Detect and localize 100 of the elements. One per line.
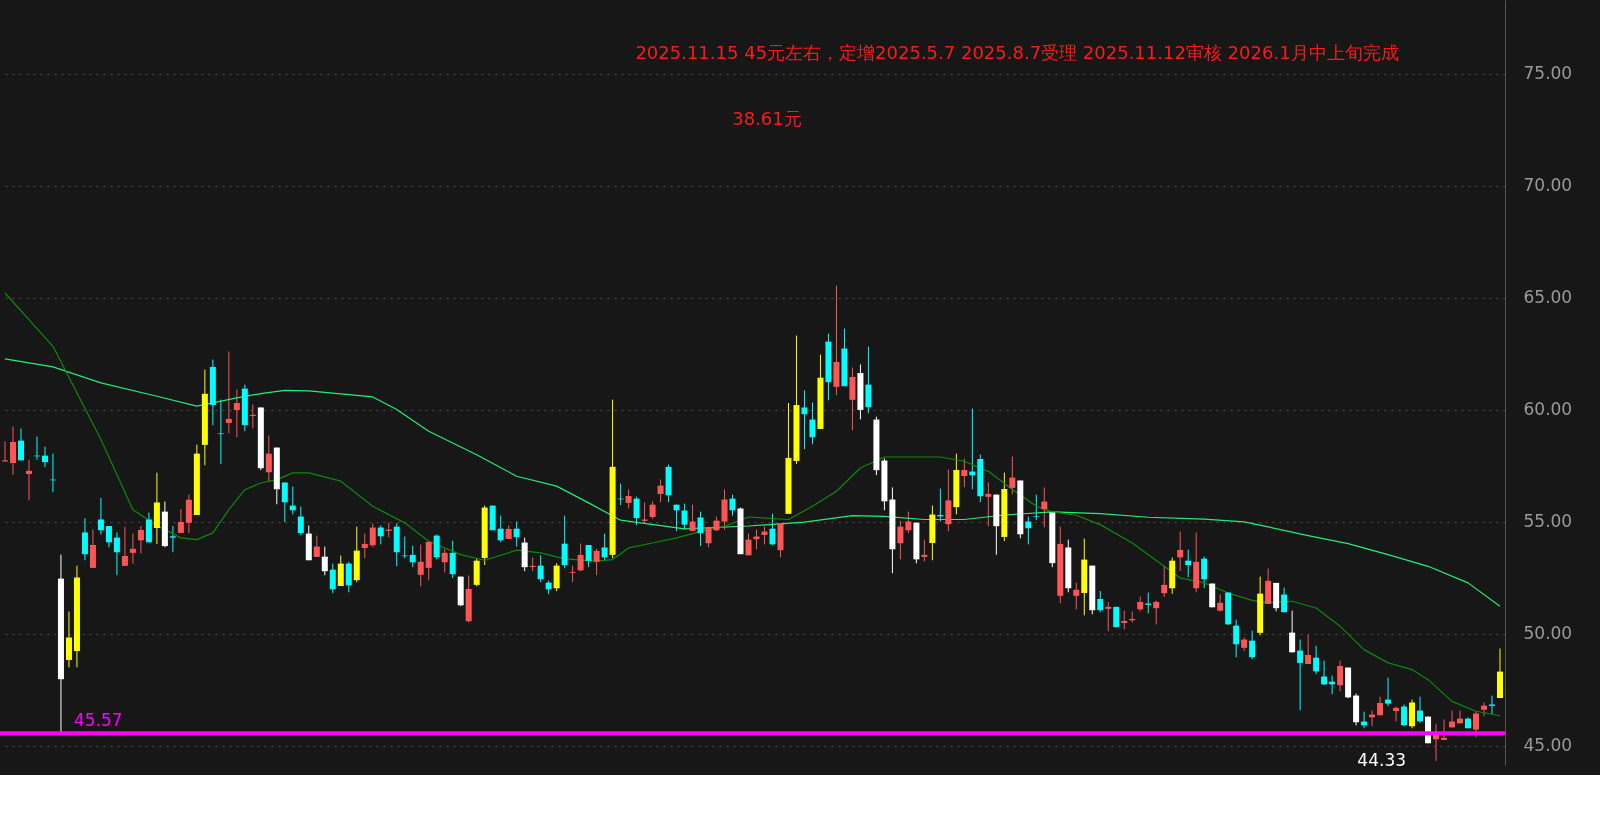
annotation: 2025.11.15 45元左右，定增2025.5.7 2025.8.7受理 2025.11.12审核 2026.1月中上旬完成 [635, 42, 1399, 63]
candlestick [409, 545, 416, 568]
candlestick [1441, 719, 1448, 741]
candlestick [1145, 592, 1152, 614]
candlestick [601, 533, 608, 561]
y-tick-label: 55.00 [1523, 511, 1573, 532]
candlestick [681, 503, 688, 531]
candlestick [865, 346, 872, 414]
candlestick [1105, 601, 1112, 632]
candlestick [281, 482, 288, 523]
candlestick [417, 544, 424, 587]
candlestick [361, 533, 368, 559]
candlestick [849, 367, 856, 431]
candlestick [801, 389, 808, 450]
candlestick [897, 520, 904, 560]
candlestick [25, 459, 32, 501]
candlestick [985, 482, 992, 527]
y-tick-label: 65.00 [1523, 287, 1573, 308]
candlestick [449, 540, 456, 579]
y-tick-label: 45.00 [1523, 735, 1573, 756]
candlestick [1009, 456, 1016, 495]
candlestick [89, 529, 96, 569]
candlestick [17, 428, 24, 461]
candlestick [113, 531, 120, 576]
candlestick [1313, 645, 1320, 675]
candlestick [225, 350, 232, 434]
candlestick [921, 539, 928, 562]
ref-line-label: 45.57 [74, 710, 123, 731]
candlestick [1233, 619, 1240, 658]
candlestick [233, 389, 240, 438]
candlestick [1161, 565, 1168, 598]
candlestick [433, 533, 440, 560]
candlestick [185, 494, 192, 534]
candlestick [721, 488, 728, 531]
candlestick [9, 426, 16, 476]
candlestick [265, 434, 272, 482]
y-tick-label: 70.00 [1523, 175, 1573, 196]
candlestick [97, 497, 104, 535]
candlestick [81, 517, 88, 561]
candlestick [1025, 516, 1032, 545]
candlestick [1281, 587, 1288, 613]
candlestick [1289, 610, 1296, 653]
candlestick [1041, 486, 1048, 528]
candlestick [657, 479, 664, 503]
candlestick [537, 554, 544, 583]
candlestick [65, 611, 72, 668]
candlestick [129, 533, 136, 565]
candlestick [345, 561, 352, 593]
candlestick [497, 515, 504, 543]
candlestick [1473, 711, 1480, 738]
candlestick [1409, 699, 1416, 729]
candlestick [313, 535, 320, 558]
candlestick [1073, 582, 1080, 610]
candlestick [337, 555, 344, 587]
candlestick [1385, 677, 1392, 707]
candlestick [1153, 600, 1160, 625]
candlestick [217, 399, 224, 465]
annotation: 38.61元 [732, 108, 802, 129]
candlestick [1481, 702, 1488, 717]
candlestick [553, 562, 560, 592]
candlestick [513, 521, 520, 548]
candlestick [137, 525, 144, 554]
candlestick [945, 469, 952, 532]
candlestick [441, 548, 448, 573]
y-tick-label: 75.00 [1523, 63, 1573, 84]
candlestick [593, 548, 600, 576]
candlestick [1337, 660, 1344, 692]
candlestick [1097, 590, 1104, 613]
candlestick [697, 511, 704, 547]
candlestick [1121, 610, 1128, 630]
candlestick [41, 446, 48, 468]
y-tick-label: 50.00 [1523, 623, 1573, 644]
candlestick [121, 526, 128, 567]
candlestick [809, 402, 816, 445]
candlestick [377, 525, 384, 545]
candlestick [633, 496, 640, 526]
annotation: 44.33 [1357, 749, 1407, 770]
candlestick [1201, 556, 1208, 589]
candlestick [321, 546, 328, 576]
candlestick [1177, 531, 1184, 572]
candlestick [961, 458, 968, 488]
candlestick [641, 501, 648, 524]
candlestick [905, 511, 912, 534]
candlestick [1417, 696, 1424, 724]
candlestick [769, 513, 776, 546]
candlestick [689, 504, 696, 532]
candlestick [369, 523, 376, 548]
candlestick [297, 505, 304, 536]
candlestick [329, 563, 336, 594]
candlestick [177, 508, 184, 534]
candlestick [1249, 630, 1256, 660]
candlestick [1401, 704, 1408, 727]
candlestick [169, 525, 176, 553]
candlestick [729, 494, 736, 517]
candlestick [577, 543, 584, 572]
candlestick [561, 515, 568, 569]
candlestick [1297, 639, 1304, 711]
candlestick [1393, 706, 1400, 722]
candlestick [145, 512, 152, 543]
candlestick [1033, 494, 1040, 521]
